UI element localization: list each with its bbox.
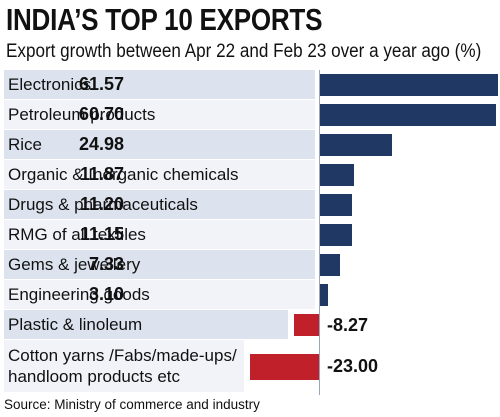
category-label: Gems & jewellery xyxy=(8,255,141,274)
chart-row: Electronics 61.57 xyxy=(4,70,498,100)
bar-positive xyxy=(319,104,497,126)
bar-positive xyxy=(319,74,498,96)
row-label-cell: Electronics 61.57 xyxy=(4,70,315,100)
bar-positive xyxy=(319,134,392,156)
value-label: 3.10 xyxy=(88,284,124,304)
bar-positive xyxy=(319,224,352,246)
category-label: Cotton yarns /Fabs/made-ups/ handloom pr… xyxy=(8,346,237,386)
zero-axis-line xyxy=(319,70,320,395)
row-label-cell: Plastic & linoleum xyxy=(4,310,289,340)
category-label: Plastic & linoleum xyxy=(8,315,143,334)
bar-positive xyxy=(319,254,341,276)
value-label: 11.87 xyxy=(79,164,124,184)
value-label: 11.15 xyxy=(79,224,124,244)
chart-row: RMG of all textiles 11.15 xyxy=(4,220,498,250)
chart-subtitle: Export growth between Apr 22 and Feb 23 … xyxy=(6,41,482,62)
bar-positive xyxy=(319,194,352,216)
value-label: 61.57 xyxy=(78,74,124,94)
row-label-cell: Drugs & pharmaceuticals 11.20 xyxy=(4,190,315,220)
value-label: 60.70 xyxy=(78,104,124,124)
row-label-cell: Gems & jewellery 7.33 xyxy=(4,250,315,280)
value-label: 11.20 xyxy=(79,194,124,214)
chart-row: Gems & jewellery 7.33 xyxy=(4,250,498,280)
chart-row: Cotton yarns /Fabs/made-ups/ handloom pr… xyxy=(4,340,498,393)
bar-positive xyxy=(319,164,354,186)
value-label: 7.33 xyxy=(88,254,124,274)
bar-positive xyxy=(319,284,329,306)
chart-row: Petroleum products 60.70 xyxy=(4,100,498,130)
row-label-cell: Organic & Inorganic chemicals 11.87 xyxy=(4,160,315,190)
category-label: Engineering goods xyxy=(8,285,150,304)
bar-negative xyxy=(294,314,319,336)
source-note: Source: Ministry of commerce and industr… xyxy=(4,397,260,412)
chart-row: Engineering goods 3.10 xyxy=(4,280,498,310)
row-label-cell: Cotton yarns /Fabs/made-ups/ handloom pr… xyxy=(4,340,244,393)
category-label: Organic & Inorganic chemicals xyxy=(8,165,239,184)
chart-row: Plastic & linoleum -8.27 xyxy=(4,310,498,340)
row-label-cell: Rice 24.98 xyxy=(4,130,315,160)
bar-negative xyxy=(250,353,319,380)
category-label: Petroleum products xyxy=(8,105,156,124)
category-label: RMG of all textiles xyxy=(8,225,146,244)
category-label: Rice xyxy=(8,135,43,154)
chart-row: Rice 24.98 xyxy=(4,130,498,160)
chart-row: Organic & Inorganic chemicals 11.87 xyxy=(4,160,498,190)
value-label: -8.27 xyxy=(327,314,369,335)
row-label-cell: RMG of all textiles 11.15 xyxy=(4,220,315,250)
chart-row: Drugs & pharmaceuticals 11.20 xyxy=(4,190,498,220)
category-label: Electronics xyxy=(8,75,92,94)
value-label: 24.98 xyxy=(78,134,124,154)
category-label: Drugs & pharmaceuticals xyxy=(8,195,198,214)
row-label-cell: Engineering goods 3.10 xyxy=(4,280,315,310)
chart-title: INDIA’S TOP 10 EXPORTS xyxy=(6,2,323,37)
row-label-cell: Petroleum products 60.70 xyxy=(4,100,315,130)
chart-table: Electronics 61.57 Petroleum products 60.70 R… xyxy=(4,70,498,393)
value-label: -23.00 xyxy=(327,356,379,376)
